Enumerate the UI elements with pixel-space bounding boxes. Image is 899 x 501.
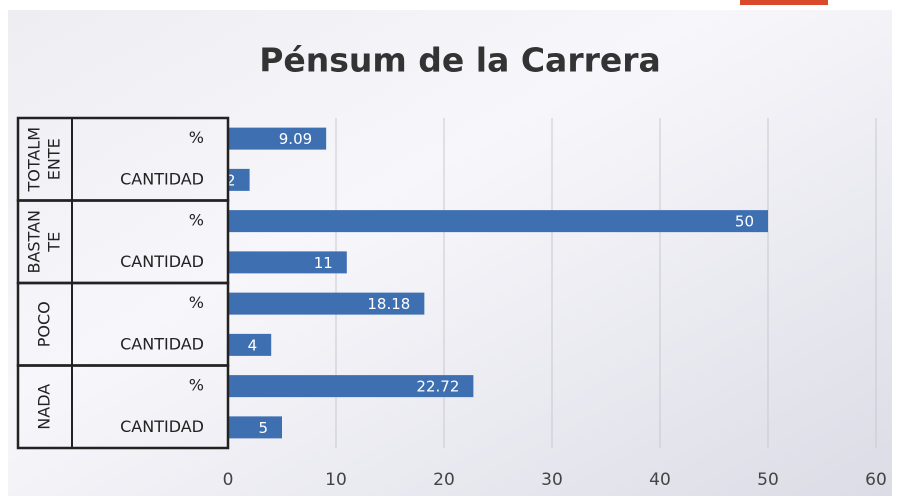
data-label: 2 [226, 171, 236, 189]
bar [228, 127, 327, 150]
data-label: 22.72 [416, 378, 459, 396]
x-tick-label: 10 [325, 470, 347, 490]
x-tick-label: 30 [541, 470, 563, 490]
x-tick-label: 40 [649, 470, 671, 490]
data-label: 4 [248, 336, 258, 354]
y-tick-label: CANTIDAD [120, 252, 204, 271]
group-label: POCO [35, 301, 54, 347]
chart-background [8, 10, 892, 496]
data-label: 9.09 [279, 130, 312, 148]
y-tick-label: CANTIDAD [120, 334, 204, 353]
y-tick-label: % [189, 128, 204, 147]
bar [228, 416, 282, 439]
x-tick-label: 0 [223, 470, 234, 490]
bar [228, 292, 425, 315]
bar [228, 168, 250, 191]
corner-accent [740, 0, 828, 5]
group-label: NADA [35, 384, 54, 430]
data-label: 5 [258, 419, 268, 437]
group-label: BASTAN [25, 210, 44, 274]
bar [228, 333, 272, 356]
data-label: 11 [314, 254, 333, 272]
y-tick-label: % [189, 211, 204, 230]
y-tick-label: % [189, 376, 204, 395]
bar [228, 375, 474, 398]
bar [228, 210, 768, 233]
category-frame: TOTALM ENTE% CANTIDAD BASTAN TE% CANTIDAD POCO… [16, 116, 230, 450]
group-label: TOTALM [25, 127, 44, 193]
chart-title: Pénsum de la Carrera [259, 41, 661, 80]
x-tick-label: 20 [433, 470, 455, 490]
group-label: TE [45, 232, 64, 253]
y-tick-label: CANTIDAD [120, 169, 204, 188]
group-box [16, 364, 230, 450]
y-tick-label: CANTIDAD [120, 417, 204, 436]
data-label: 50 [735, 213, 754, 231]
group-label: ENTE [45, 138, 64, 180]
x-tick-label: 60 [865, 470, 887, 490]
bar [228, 251, 347, 274]
y-tick-label: % [189, 293, 204, 312]
x-tick-label: 50 [757, 470, 779, 490]
bars: 9.09 2 50 11 18.18 4 22.72 5 [226, 127, 768, 439]
data-label: 18.18 [367, 295, 410, 313]
